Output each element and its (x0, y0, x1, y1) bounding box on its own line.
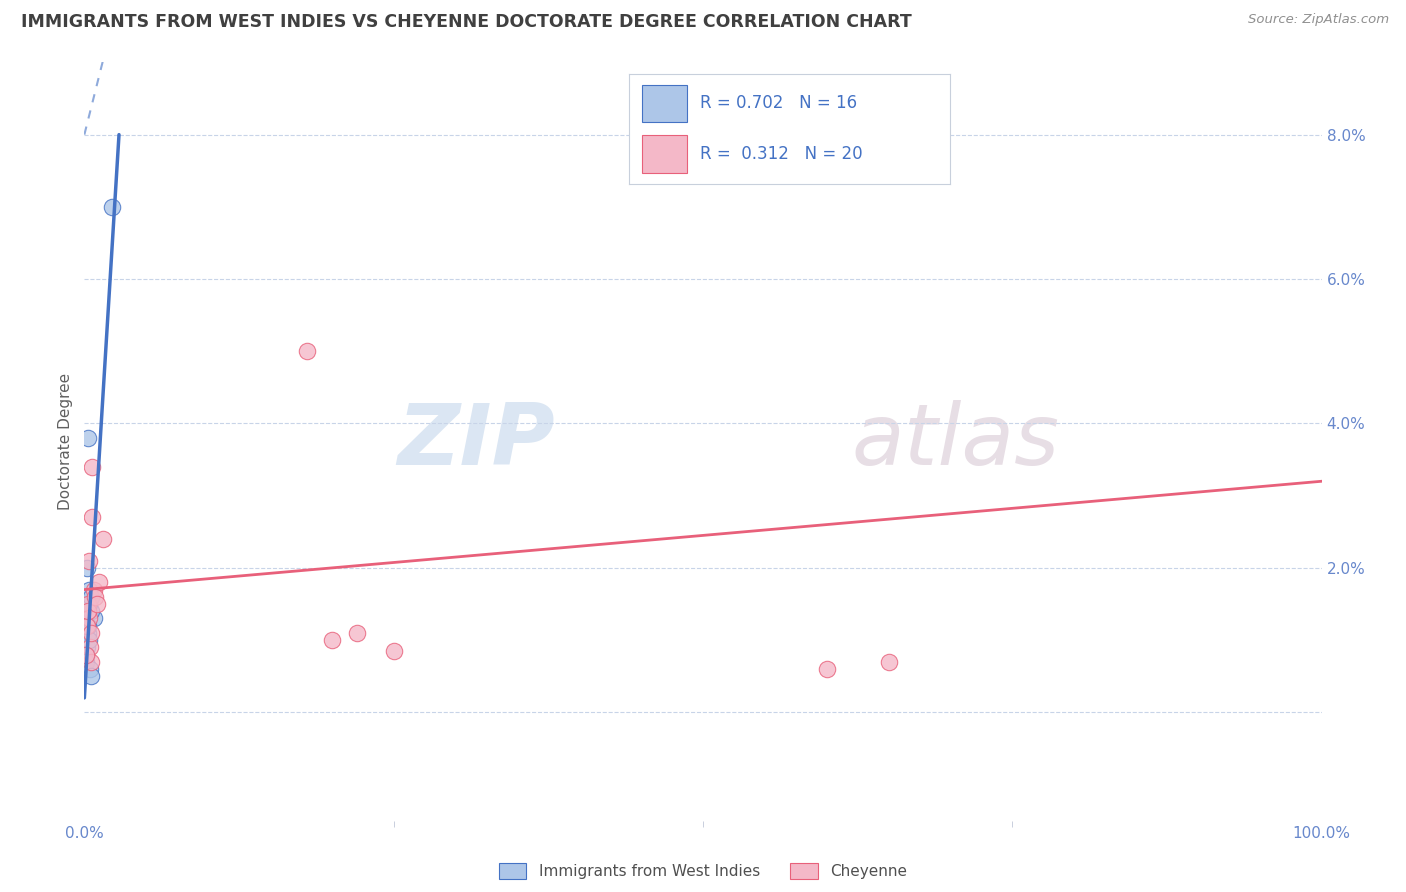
Point (100, 200, 122, 214)
Point (79, 655, 101, 669)
Point (91, 532, 114, 546)
Point (83, 582, 105, 597)
Point (79, 597, 101, 611)
Point (79, 590, 101, 604)
Point (79, 633, 101, 648)
Point (76, 618, 98, 632)
Text: IMMIGRANTS FROM WEST INDIES VS CHEYENNE DOCTORATE DEGREE CORRELATION CHART: IMMIGRANTS FROM WEST INDIES VS CHEYENNE … (21, 13, 912, 31)
Y-axis label: Doctorate Degree: Doctorate Degree (58, 373, 73, 510)
Point (77, 626, 100, 640)
Point (77, 431, 100, 445)
Point (76, 640, 98, 655)
Point (89, 575, 111, 590)
Point (84, 590, 107, 604)
Text: atlas: atlas (852, 400, 1060, 483)
Point (80, 459, 103, 474)
Point (321, 633, 343, 648)
Point (77, 554, 100, 568)
Point (77, 618, 100, 632)
Point (877, 655, 900, 669)
Point (79, 611, 101, 625)
Point (77, 582, 100, 597)
Point (82, 510, 104, 524)
Text: ZIP: ZIP (396, 400, 554, 483)
Point (77, 597, 100, 611)
Point (83, 611, 105, 625)
Point (75, 648, 97, 662)
Point (815, 662, 838, 676)
Point (80, 669, 103, 683)
Point (86, 597, 108, 611)
Point (79, 604, 101, 618)
Point (75, 648, 97, 662)
Point (79, 640, 101, 655)
Point (80, 626, 103, 640)
Point (382, 644, 405, 658)
Legend: Immigrants from West Indies, Cheyenne: Immigrants from West Indies, Cheyenne (492, 857, 914, 885)
Point (77, 604, 100, 618)
Point (295, 344, 318, 359)
Point (346, 626, 368, 640)
Text: Source: ZipAtlas.com: Source: ZipAtlas.com (1249, 13, 1389, 27)
Point (79, 662, 101, 676)
Point (75, 655, 97, 669)
Point (76, 561, 98, 575)
